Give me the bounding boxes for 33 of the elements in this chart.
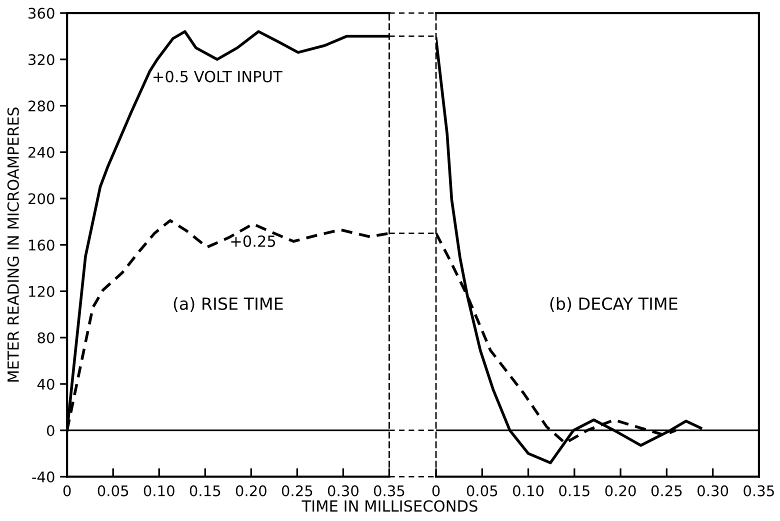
y-tick-label: -40 bbox=[32, 471, 54, 482]
x-tick-label: 0.35 bbox=[744, 485, 774, 496]
x-tick-label: 0.05 bbox=[98, 485, 128, 496]
x-tick-label: 0.35 bbox=[374, 485, 404, 496]
x-tick-label: 0.30 bbox=[698, 485, 728, 496]
y-tick-label: 240 bbox=[28, 146, 54, 158]
annotation: (b) DECAY TIME bbox=[550, 297, 678, 312]
y-tick-label: 120 bbox=[29, 286, 54, 297]
y-tick-label: 160 bbox=[29, 240, 54, 251]
y-tick-label: 40 bbox=[37, 378, 54, 390]
x-tick-label: 0.10 bbox=[144, 485, 174, 496]
y-tick-label: 320 bbox=[28, 54, 54, 66]
annotation: +0.25 bbox=[231, 235, 276, 247]
x-tick-label: 0 bbox=[63, 485, 71, 496]
x-tick-label: 0.30 bbox=[328, 485, 358, 496]
y-tick-label: 280 bbox=[28, 100, 54, 112]
x-tick-label: 0.20 bbox=[605, 485, 636, 496]
y-tick-label: 360 bbox=[28, 8, 54, 19]
y-tick-label: 80 bbox=[38, 332, 54, 344]
x-tick-label: 0.15 bbox=[190, 485, 220, 496]
annotation: (a) RISE TIME bbox=[174, 297, 283, 312]
x-tick-label: 0.10 bbox=[513, 485, 544, 496]
x-tick-label: 0.25 bbox=[651, 485, 682, 496]
annotation: +0.5 VOLT INPUT bbox=[154, 70, 282, 82]
x-axis-title: TIME IN MILLISECONDS bbox=[302, 500, 478, 512]
y-tick-label: 0 bbox=[46, 425, 54, 436]
x-tick-label: 0 bbox=[432, 485, 440, 496]
x-tick-label: 0.20 bbox=[236, 485, 266, 496]
y-axis-title: METER READING IN MICROAMPERES bbox=[7, 108, 19, 382]
x-tick-label: 0.05 bbox=[466, 485, 498, 496]
y-tick-label: 200 bbox=[28, 193, 54, 204]
x-tick-label: 0.25 bbox=[282, 485, 312, 496]
x-tick-label: 0.15 bbox=[559, 485, 590, 496]
